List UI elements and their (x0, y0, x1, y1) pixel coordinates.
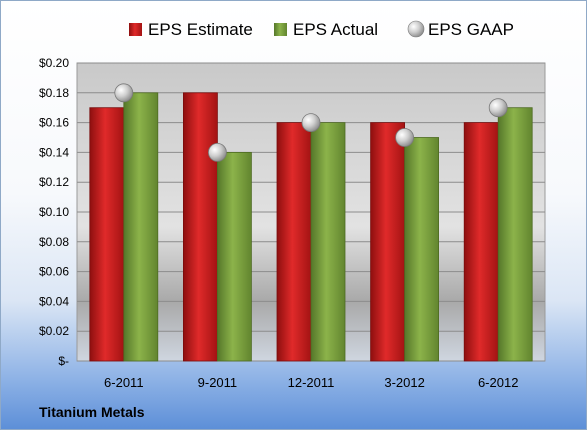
eps-gaap-marker (488, 98, 508, 118)
y-tick-label: $0.14 (39, 145, 69, 159)
x-tick-label: 6-2012 (478, 375, 518, 390)
y-tick-label: $0.16 (39, 116, 69, 130)
eps-actual-bar (310, 122, 346, 362)
y-tick-label: $0.04 (39, 294, 69, 308)
eps-estimate-bar (370, 122, 406, 362)
eps-gaap-marker (301, 113, 321, 132)
x-tick-label: 3-2012 (384, 375, 424, 390)
y-tick-label: $0.18 (39, 86, 69, 100)
legend-eps-estimate-label: EPS Estimate (148, 20, 253, 39)
x-tick-label: 9-2011 (198, 375, 238, 390)
legend-eps-estimate-swatch (129, 23, 142, 36)
y-tick-label: $0.10 (39, 205, 69, 219)
y-tick-label: $0.12 (39, 175, 69, 189)
eps-estimate-bar (182, 92, 218, 362)
legend-eps-actual-swatch (274, 23, 287, 36)
eps-actual-bar (404, 137, 440, 362)
company-name: Titanium Metals (39, 404, 145, 420)
y-tick-label: $0.02 (39, 324, 69, 338)
y-tick-label: $- (58, 354, 69, 368)
legend-eps-gaap-swatch (407, 20, 425, 38)
eps-actual-bar (123, 92, 159, 362)
eps-gaap-marker (207, 142, 227, 162)
eps-estimate-bar (89, 107, 125, 362)
x-tick-label: 6-2011 (104, 375, 144, 390)
eps-actual-bar (497, 107, 533, 362)
legend-eps-gaap-label: EPS GAAP (428, 20, 514, 39)
legend-eps-actual-label: EPS Actual (293, 20, 378, 39)
eps-estimate-bar (276, 122, 312, 362)
y-tick-label: $0.20 (39, 56, 69, 70)
eps-actual-bar (216, 151, 252, 362)
eps-gaap-marker (395, 128, 415, 147)
y-tick-label: $0.08 (39, 235, 69, 249)
eps-gaap-marker (114, 83, 134, 103)
y-tick-label: $0.06 (39, 265, 69, 279)
eps-estimate-bar (463, 122, 499, 362)
x-tick-label: 12-2011 (288, 375, 335, 390)
